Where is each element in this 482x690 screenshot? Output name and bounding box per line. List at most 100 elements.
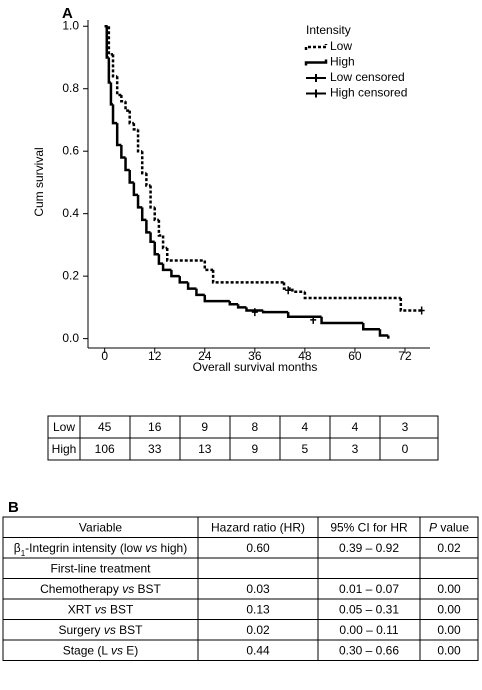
y-tick-label: 0.2 bbox=[62, 268, 79, 282]
text-part: 0.03 bbox=[246, 582, 270, 596]
y-tick-label: 1.0 bbox=[62, 18, 79, 32]
legend-symbol bbox=[304, 59, 328, 66]
table-text: 0.05 – 0.31 bbox=[339, 602, 399, 616]
survival-step bbox=[124, 157, 130, 172]
survival-step bbox=[228, 301, 239, 306]
text-part: XRT bbox=[68, 602, 95, 616]
text-part: vs bbox=[111, 643, 123, 657]
table-text: Variable bbox=[79, 520, 122, 534]
survival-step bbox=[115, 76, 122, 97]
survival-step bbox=[124, 101, 130, 112]
text-part: value bbox=[437, 520, 469, 534]
survival-step bbox=[157, 254, 164, 265]
table-text: 33 bbox=[148, 442, 162, 456]
legend-label: Low bbox=[330, 39, 352, 53]
survival-step bbox=[161, 263, 172, 272]
survival-step bbox=[203, 294, 230, 303]
survival-step bbox=[132, 182, 139, 197]
table-text: Low bbox=[53, 420, 75, 434]
text-part: First-line treatment bbox=[50, 561, 151, 575]
table-text: β1-Integrin intensity (low vs high) bbox=[14, 541, 187, 557]
text-part: vs bbox=[104, 623, 116, 637]
table-text: 9 bbox=[251, 442, 258, 456]
table-cell bbox=[317, 557, 421, 579]
table-text: 0.02 bbox=[437, 541, 461, 555]
table-cell bbox=[419, 557, 479, 579]
text-part: Stage (L bbox=[63, 643, 111, 657]
x-tick-label: 24 bbox=[198, 349, 212, 363]
table-text: 0.00 bbox=[437, 623, 461, 637]
table-text: 0.60 bbox=[246, 541, 270, 555]
y-tick-label: 0.8 bbox=[62, 81, 79, 95]
survival-step bbox=[286, 312, 322, 319]
survival-step bbox=[128, 169, 134, 184]
table-text: 0.13 bbox=[246, 602, 270, 616]
table-text: 0.30 – 0.66 bbox=[339, 643, 399, 657]
survival-step bbox=[111, 54, 118, 78]
text-part: Variable bbox=[79, 520, 122, 534]
text-part: 0.00 – 0.11 bbox=[339, 623, 398, 637]
x-axis-label: Overall survival months bbox=[193, 360, 318, 374]
censor-mark bbox=[285, 286, 292, 295]
survival-step bbox=[291, 288, 305, 294]
survival-step bbox=[211, 269, 285, 284]
table-text: 9 bbox=[201, 420, 208, 434]
text-part: 0.00 bbox=[437, 623, 461, 637]
table-text: 0.00 bbox=[437, 602, 461, 616]
censor-mark bbox=[251, 308, 258, 317]
table-text: 0 bbox=[402, 442, 409, 456]
legend-title: Intensity bbox=[306, 23, 351, 37]
survival-step bbox=[111, 104, 118, 125]
survival-step bbox=[145, 219, 151, 234]
table-text: Hazard ratio (HR) bbox=[211, 520, 305, 534]
text-part: Chemotherapy bbox=[40, 582, 122, 596]
survival-step bbox=[109, 82, 114, 106]
table-cell bbox=[379, 415, 439, 439]
x-tick-label: 12 bbox=[148, 349, 162, 363]
table-text: 45 bbox=[98, 420, 112, 434]
survival-step bbox=[120, 94, 126, 103]
table-text: 0.02 bbox=[246, 623, 270, 637]
text-part: 0.02 bbox=[246, 623, 270, 637]
censor-mark bbox=[418, 306, 425, 315]
table-text: Stage (L vs E) bbox=[63, 643, 139, 657]
text-part: 0.44 bbox=[246, 643, 270, 657]
panel-label: B bbox=[8, 499, 19, 516]
survival-step bbox=[105, 26, 109, 59]
table-text: 0.00 bbox=[437, 643, 461, 657]
legend-symbol bbox=[306, 89, 326, 98]
text-part: Hazard ratio (HR) bbox=[211, 520, 305, 534]
survival-step bbox=[320, 316, 364, 325]
survival-step bbox=[282, 282, 293, 290]
text-part: 0.39 – 0.92 bbox=[339, 541, 399, 555]
table-text: 8 bbox=[251, 420, 258, 434]
survival-step bbox=[107, 57, 111, 84]
table-text: 5 bbox=[302, 442, 309, 456]
panel-label: A bbox=[62, 5, 73, 22]
text-part: 0.05 – 0.31 bbox=[339, 602, 399, 616]
survival-step bbox=[136, 129, 143, 153]
survival-step bbox=[245, 307, 264, 312]
table-text: P value bbox=[429, 520, 469, 534]
table-cell bbox=[197, 557, 319, 579]
x-tick-label: 48 bbox=[298, 349, 312, 363]
table-text: 13 bbox=[198, 442, 212, 456]
survival-step bbox=[165, 248, 205, 262]
text-part: β bbox=[14, 541, 21, 555]
legend-symbol bbox=[304, 44, 328, 50]
survival-step bbox=[153, 241, 159, 256]
y-tick-label: 0.0 bbox=[62, 331, 79, 345]
text-part: -Integrin intensity (low bbox=[25, 541, 145, 555]
survival-step bbox=[157, 219, 164, 237]
survival-step bbox=[362, 323, 380, 331]
survival-step bbox=[128, 110, 134, 125]
survival-step bbox=[236, 304, 247, 309]
text-part: BST bbox=[134, 582, 161, 596]
table-text: 106 bbox=[95, 442, 115, 456]
table-text: 0.39 – 0.92 bbox=[339, 541, 399, 555]
table-text: 0.01 – 0.07 bbox=[339, 582, 399, 596]
text-part: BST bbox=[107, 602, 134, 616]
survival-step bbox=[261, 310, 289, 314]
text-part: 0.02 bbox=[437, 541, 461, 555]
survival-step bbox=[178, 276, 189, 284]
